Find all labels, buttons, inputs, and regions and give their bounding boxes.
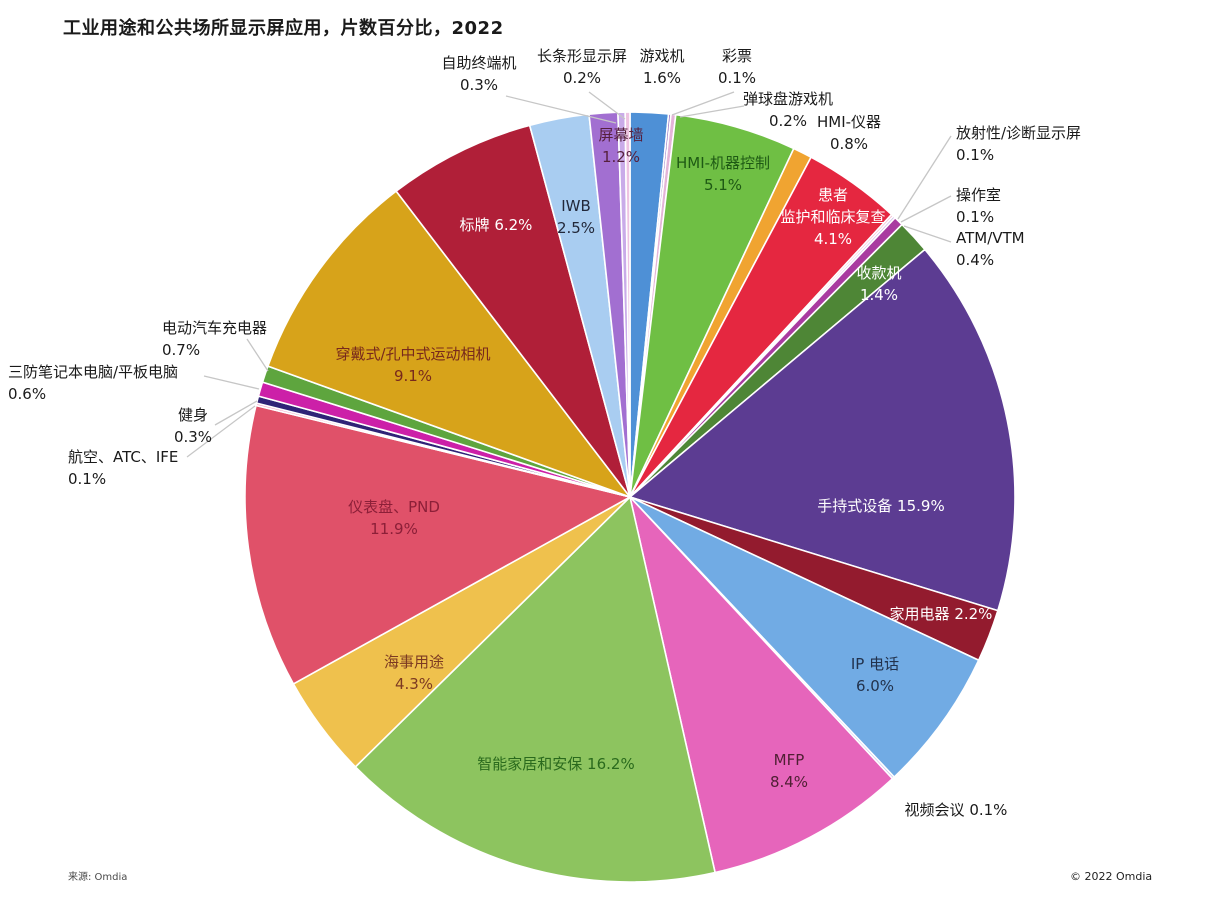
leader-line-健身 <box>214 400 258 426</box>
pie-slice-标牌 <box>395 124 631 498</box>
copyright-note: © 2022 Omdia <box>1070 870 1153 883</box>
leader-line-航空、ATC、IFE <box>186 405 256 458</box>
leader-line-长条形显示屏 <box>588 91 626 120</box>
leader-line-电动汽车充电器 <box>246 338 269 372</box>
pie-slice-MFP <box>629 496 894 874</box>
pie-slice-仪表盘、PND <box>244 404 631 685</box>
pie-slice-长条形显示屏 <box>624 111 631 498</box>
leader-line-操作室 <box>900 195 952 223</box>
pie-slice-穿戴式/孔中式运动相机 <box>267 190 631 498</box>
pie-slice-手持式设备 <box>629 248 1016 612</box>
pie-slice-智能家居和安保 <box>354 496 716 883</box>
pie-slice-IP 电话 <box>629 496 980 778</box>
leader-line-三防笔记本电脑/平板电脑 <box>203 375 260 390</box>
leader-line-放射性/诊断显示屏 <box>897 135 952 220</box>
leader-line-彩票 <box>671 91 735 116</box>
leader-line-ATM/VTM <box>903 225 952 243</box>
leader-line-自助终端机 <box>505 95 617 124</box>
leader-line-弹球盘游戏机 <box>679 105 745 118</box>
chart-title: 工业用途和公共场所显示屏应用，片数百分比，2022 <box>63 18 504 39</box>
source-note: 来源: Omdia <box>68 872 128 883</box>
